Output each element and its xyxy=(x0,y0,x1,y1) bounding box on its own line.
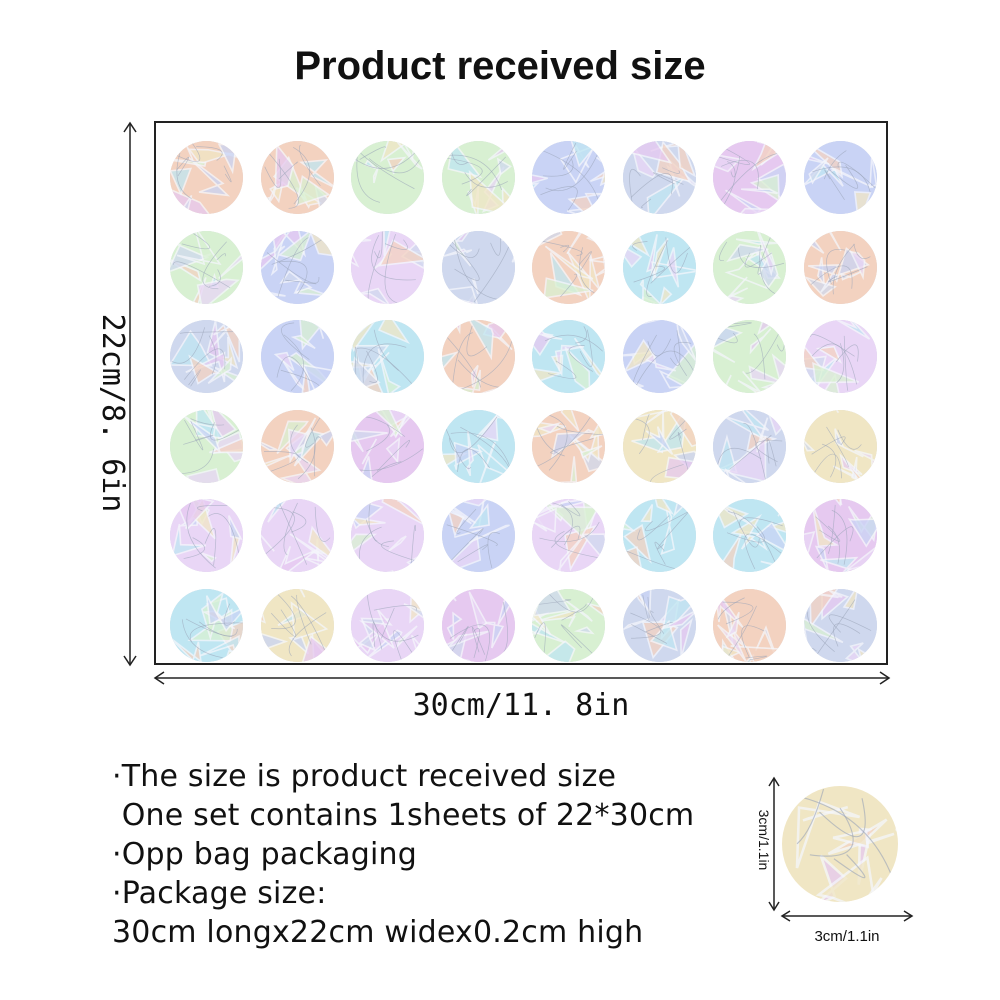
sticker-circle xyxy=(351,409,424,483)
sticker-circle xyxy=(622,320,696,393)
sticker-circle xyxy=(713,499,786,572)
sticker-circle xyxy=(713,588,786,662)
sticker-circle xyxy=(260,499,334,572)
note-line: One set contains 1sheets of 22*30cm xyxy=(112,798,695,833)
height-label: 22cm/8. 6in xyxy=(95,313,130,513)
sticker-circle xyxy=(351,320,424,393)
note-line: ·Opp bag packaging xyxy=(112,837,417,872)
sticker-circle xyxy=(532,499,605,572)
sticker-circle xyxy=(622,230,696,304)
sticker-circle xyxy=(351,230,424,304)
sticker-circle xyxy=(170,230,243,304)
sticker-circle xyxy=(622,141,696,214)
sticker-circle xyxy=(441,588,515,662)
sticker-circle xyxy=(803,588,877,662)
sticker-circle xyxy=(622,409,696,483)
sticker-circle xyxy=(441,409,515,483)
sticker-circle xyxy=(803,499,877,572)
sticker-circle xyxy=(351,141,424,214)
sticker-circle xyxy=(803,409,877,483)
sticker-circle xyxy=(441,499,515,572)
sticker-circle xyxy=(713,320,786,393)
sticker-circle xyxy=(170,588,243,662)
sticker-circle xyxy=(532,409,605,483)
sticker-circle xyxy=(260,409,334,483)
single-width-label: 3cm/1.1in xyxy=(814,928,880,945)
sticker-circle xyxy=(170,499,243,572)
sticker-circle xyxy=(803,320,877,393)
sticker-circle xyxy=(260,141,334,214)
product-notes: ·The size is product received size One s… xyxy=(112,757,694,952)
sticker-circle xyxy=(713,230,786,304)
single-sticker-image xyxy=(782,786,898,902)
sticker-circle xyxy=(532,230,605,304)
sticker-circle xyxy=(713,141,786,214)
page-title: Product received size xyxy=(294,44,706,88)
sticker-circle xyxy=(713,409,786,483)
width-dimension-arrow xyxy=(153,671,891,685)
sticker-circle xyxy=(441,320,515,393)
sticker-circle xyxy=(441,230,515,304)
sticker-circle xyxy=(622,588,696,662)
sticker-circle xyxy=(170,409,243,483)
sticker-circle xyxy=(351,588,424,662)
sticker-circle xyxy=(170,320,243,393)
sticker-sheet xyxy=(154,121,888,665)
note-line: ·Package size: xyxy=(112,876,327,911)
sticker-circle xyxy=(532,588,605,662)
sticker-circle xyxy=(351,499,424,572)
note-line: 30cm longx22cm widex0.2cm high xyxy=(112,915,644,950)
height-dimension-arrow xyxy=(123,121,137,667)
width-label: 30cm/11. 8in xyxy=(412,688,630,723)
sticker-circle xyxy=(260,230,334,304)
sticker-circle xyxy=(532,320,605,393)
sticker-circle xyxy=(260,588,334,662)
note-line: ·The size is product received size xyxy=(112,759,617,794)
single-height-label: 3cm/1.1in xyxy=(756,809,772,871)
sticker-circle xyxy=(170,141,243,214)
sticker-circle xyxy=(803,141,877,214)
sticker-circle xyxy=(803,230,877,304)
sticker-circle xyxy=(441,141,515,214)
single-width-arrow xyxy=(780,910,914,922)
single-height-arrow xyxy=(768,776,780,912)
sticker-circle xyxy=(622,499,696,572)
sticker-circle xyxy=(260,320,334,393)
sticker-circle xyxy=(532,141,605,214)
